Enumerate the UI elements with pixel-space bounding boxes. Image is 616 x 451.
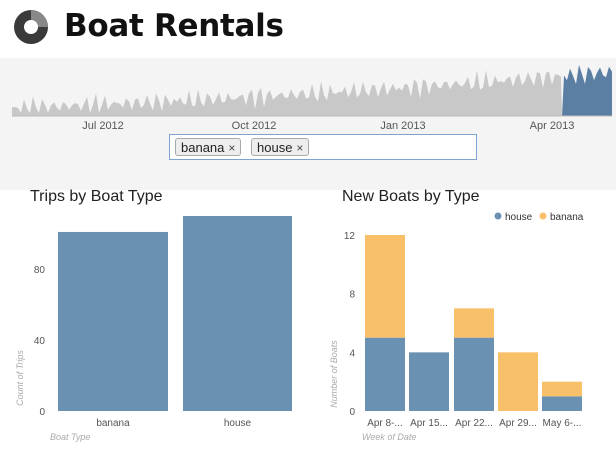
filter-tag-label: house: [257, 140, 293, 155]
filter-tag-label: banana: [181, 140, 225, 155]
new-boats-by-type-chart: Apr 8-... Apr 15... Apr 22... Apr 29... May …: [329, 212, 584, 442]
x-tick-label: Apr 15...: [410, 418, 448, 429]
x-tick-label: Apr 22...: [455, 418, 493, 429]
filter-tag-house: house ×: [251, 138, 310, 156]
trips-bar-banana: [58, 231, 168, 411]
y-tick-label: 80: [34, 265, 46, 276]
timeline-tick-label: Jan 2013: [380, 120, 426, 132]
x-tick-label: May 6-...: [543, 418, 582, 429]
legend-label: banana: [550, 212, 584, 223]
timeline-area-chart[interactable]: [0, 58, 616, 118]
trips-by-boat-type-chart: banana house 0 40 80 Count of Trips Boat Type: [15, 216, 292, 442]
new-boats-bar-banana: [365, 235, 405, 338]
new-boats-bar-banana: [454, 308, 494, 338]
legend-label: house: [505, 212, 533, 223]
timeline-tick-label: Oct 2012: [231, 120, 277, 132]
app-header: Boat Rentals: [0, 0, 616, 56]
boat-type-filter-input[interactable]: banana × house ×: [169, 134, 477, 160]
timeline-selected-area: [562, 64, 612, 116]
trips-chart-title: Trips by Boat Type: [30, 188, 163, 205]
x-tick-label: Apr 8-...: [367, 418, 403, 429]
app-logo-icon: [14, 10, 48, 44]
x-axis-title: Week of Date: [362, 432, 416, 442]
y-axis-title: Count of Trips: [15, 350, 25, 406]
new-boats-bar-house: [454, 337, 494, 411]
y-tick-label: 12: [344, 231, 356, 242]
new-boats-chart-title: New Boats by Type: [342, 188, 480, 205]
timeline-tick-label: Jul 2012: [82, 120, 124, 132]
new-boats-bar-house: [365, 337, 405, 411]
remove-tag-icon[interactable]: ×: [296, 141, 304, 155]
y-tick-label: 0: [349, 407, 355, 418]
remove-tag-icon[interactable]: ×: [228, 141, 236, 155]
y-tick-label: 8: [349, 290, 355, 301]
filter-tag-banana: banana ×: [175, 138, 242, 156]
y-axis-title: Number of Boats: [329, 340, 339, 408]
x-tick-label: banana: [96, 418, 130, 429]
legend-swatch-house: [494, 212, 502, 220]
new-boats-bar-banana: [542, 381, 582, 397]
app-title: Boat Rentals: [64, 8, 284, 44]
timeline-tick-label: Apr 2013: [529, 120, 575, 132]
legend-swatch-banana: [539, 212, 547, 220]
y-tick-label: 40: [34, 336, 46, 347]
y-tick-label: 4: [349, 348, 355, 359]
trips-bar-house: [183, 216, 292, 411]
timeline-brush[interactable]: Jul 2012 Oct 2012 Jan 2013 Apr 2013 bana…: [0, 58, 616, 190]
x-tick-label: house: [224, 418, 252, 429]
new-boats-bar-banana: [498, 352, 538, 411]
new-boats-bar-house: [409, 352, 449, 411]
timeline-area: [12, 70, 562, 116]
y-tick-label: 0: [39, 407, 45, 418]
new-boats-bar-house: [542, 396, 582, 411]
x-tick-label: Apr 29...: [499, 418, 537, 429]
x-axis-title: Boat Type: [50, 432, 90, 442]
